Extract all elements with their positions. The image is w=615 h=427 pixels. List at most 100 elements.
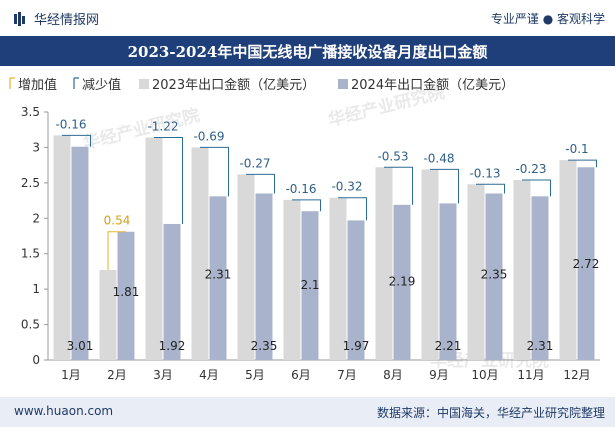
bar-2023 (237, 174, 255, 360)
title-bar: 2023-2024年中国无线电广播接收设备月度出口金额 (0, 36, 615, 66)
bar-2024-value-label: 2.35 (251, 339, 278, 353)
bar-2024-value-label: 1.92 (159, 339, 186, 353)
x-tick-label: 11月 (517, 368, 544, 382)
bar-2024 (71, 146, 89, 360)
bar-2023 (329, 197, 347, 360)
bar-2023 (513, 180, 531, 360)
y-tick-label: 2 (32, 211, 40, 225)
bar-2024-value-label: 1.97 (343, 339, 370, 353)
change-label: -0.16 (285, 182, 316, 196)
increase-bracket (107, 231, 126, 271)
legend-increase-label: 增加值 (18, 77, 57, 93)
legend-2023-swatch (139, 79, 149, 89)
legend-decrease-label: 减少值 (82, 77, 121, 93)
x-tick-label: 6月 (291, 368, 311, 382)
decrease-bracket (522, 179, 551, 197)
change-label: -0.32 (331, 180, 362, 194)
bar-2023 (191, 147, 209, 360)
x-tick-label: 8月 (383, 368, 403, 382)
bar-2023 (375, 167, 393, 360)
legend-2024-swatch (338, 79, 348, 89)
bar-2023 (99, 270, 117, 360)
bar-2024-value-label: 2.19 (389, 275, 416, 289)
decrease-bracket (568, 159, 597, 168)
bar-2024-value-label: 2.31 (527, 339, 554, 353)
chart-title: 2023-2024年中国无线电广播接收设备月度出口金额 (127, 43, 488, 61)
change-label: 0.54 (104, 214, 131, 228)
y-tick-label: 1.5 (21, 247, 40, 261)
change-label: -0.16 (55, 117, 86, 131)
bar-2024 (531, 196, 549, 360)
y-tick-label: 0.5 (21, 318, 40, 332)
legend-decrease-swatch (73, 77, 79, 89)
bar-2024-value-label: 2.31 (205, 268, 232, 282)
watermark-text: 华经产业研究院 (81, 105, 202, 154)
decrease-bracket (476, 183, 505, 194)
bar-2024-value-label: 2.72 (573, 257, 600, 271)
change-label: -0.13 (469, 166, 500, 180)
bar-2024 (209, 196, 227, 360)
decrease-bracket (338, 197, 367, 221)
bar-2023 (467, 184, 485, 360)
bar-2024 (301, 211, 319, 360)
bar-2024-value-label: 2.35 (481, 268, 508, 282)
x-tick-label: 1月 (61, 368, 81, 382)
legend-2023-label: 2023年出口金额（亿美元） (152, 77, 315, 93)
brand: 华经情报网 (14, 9, 99, 28)
decrease-bracket (430, 168, 459, 204)
y-tick-label: 0 (32, 353, 40, 367)
bar-2024-value-label: 2.21 (435, 339, 462, 353)
legend-2024-label: 2024年出口金额（亿美元） (351, 77, 514, 93)
bar-2024-value-label: 1.81 (113, 285, 140, 299)
brand-name: 华经情报网 (34, 13, 100, 28)
x-tick-label: 5月 (245, 368, 265, 382)
change-label: -1.22 (147, 120, 178, 134)
brand-logo-icon (14, 12, 25, 26)
top-bar: 华经情报网 专业严谨 ● 客观科学 (0, 0, 615, 36)
bar-2023 (421, 169, 439, 360)
x-tick-label: 7月 (337, 368, 357, 382)
bar-2024 (347, 220, 365, 360)
y-tick-label: 1 (32, 282, 40, 296)
tagline: 专业严谨 ● 客观科学 (490, 12, 605, 26)
decrease-bracket (200, 146, 229, 197)
bar-2024-value-label: 3.01 (67, 339, 94, 353)
bar-2024 (393, 204, 411, 360)
y-tick-label: 3.5 (21, 105, 40, 119)
y-tick-label: 3 (32, 140, 40, 154)
change-label: -0.27 (239, 156, 270, 170)
bar-2023 (145, 137, 163, 360)
decrease-bracket (292, 199, 321, 212)
data-source: 数据来源：中国海关，华经产业研究院整理 (376, 406, 605, 420)
bar-2024 (163, 223, 181, 360)
x-tick-label: 12月 (563, 368, 590, 382)
x-tick-label: 4月 (199, 368, 219, 382)
decrease-bracket (246, 173, 275, 194)
decrease-bracket (384, 166, 413, 205)
x-tick-label: 3月 (153, 368, 173, 382)
footer: www.huaon.com 数据来源：中国海关，华经产业研究院整理 (0, 397, 615, 427)
x-tick-label: 9月 (429, 368, 449, 382)
bar-2024 (485, 193, 503, 360)
x-tick-label: 2月 (107, 368, 127, 382)
bar-2023 (559, 160, 577, 360)
bar-2024 (577, 167, 595, 360)
change-label: -0.48 (423, 151, 454, 165)
bar-2023 (283, 199, 301, 360)
bar-2024-value-label: 2.1 (300, 278, 319, 292)
change-label: -0.1 (565, 142, 588, 156)
bar-2024 (117, 231, 135, 360)
change-label: -0.53 (377, 149, 408, 163)
bar-2024 (439, 203, 457, 360)
change-label: -0.69 (193, 129, 224, 143)
site-url: www.huaon.com (14, 404, 114, 418)
bar-2023 (53, 135, 71, 360)
change-label: -0.23 (515, 162, 546, 176)
x-tick-label: 10月 (471, 368, 498, 382)
y-tick-label: 2.5 (21, 176, 40, 190)
decrease-bracket (62, 134, 91, 147)
decrease-bracket (154, 137, 183, 224)
legend-increase-swatch (9, 77, 15, 89)
